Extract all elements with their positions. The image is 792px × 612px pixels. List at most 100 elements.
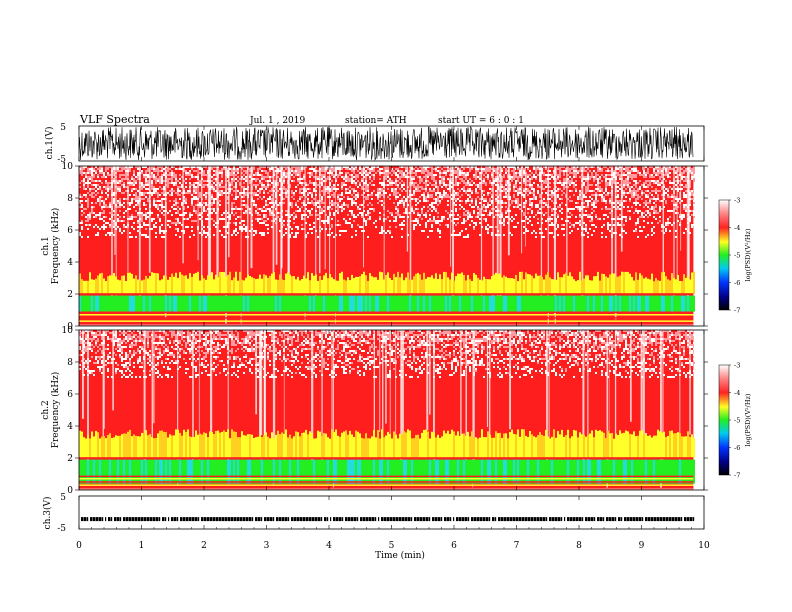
spec-speckle	[397, 212, 399, 214]
spec-yellow-band	[263, 274, 265, 294]
spec-speckle	[433, 206, 435, 208]
spec-green-band	[177, 295, 179, 312]
spec-speckle	[265, 180, 267, 182]
spec-speckle	[693, 200, 695, 202]
spec-speckle	[443, 170, 445, 172]
spec-speckle	[647, 172, 649, 174]
spec-speckle	[531, 224, 533, 226]
spec-speckle	[403, 202, 405, 204]
spec-speckle	[399, 172, 401, 174]
spec-speckle	[301, 168, 303, 170]
spec-speckle	[591, 216, 593, 218]
spec-speckle	[113, 170, 115, 172]
spec-speckle	[587, 190, 589, 192]
spec-speckle	[151, 212, 153, 214]
spec-speckle	[235, 186, 237, 188]
spec-speckle	[191, 204, 193, 206]
spec-speckle	[183, 196, 185, 198]
spec-green-band	[117, 295, 119, 312]
spec-speckle	[431, 220, 433, 222]
spec-speckle	[335, 190, 337, 192]
spec-speckle	[675, 204, 677, 206]
spec-speckle	[535, 166, 537, 168]
spec-speckle	[267, 198, 269, 200]
spec-yellow-band	[257, 278, 259, 294]
spec-speckle	[129, 202, 131, 204]
spec-speckle	[303, 202, 305, 204]
spec-speckle	[585, 170, 587, 172]
spec-speckle	[157, 196, 159, 198]
spec-speckle	[223, 166, 225, 168]
spec-speckle	[385, 184, 387, 186]
spec-speckle	[549, 224, 551, 226]
spec-speckle	[685, 170, 687, 172]
spec-speckle	[583, 176, 585, 178]
spec-speckle	[137, 196, 139, 198]
spec-speckle	[631, 174, 633, 176]
spec-yellow-band	[685, 277, 687, 294]
spec-speckle	[261, 178, 263, 180]
spec-speckle	[205, 194, 207, 196]
spec-speckle	[515, 198, 517, 200]
spec-speckle	[87, 216, 89, 218]
spec-green-band	[121, 295, 123, 312]
spec-speckle	[669, 216, 671, 218]
spec-speckle	[129, 194, 131, 196]
spec-speckle	[231, 168, 233, 170]
spec-speckle	[371, 180, 373, 182]
spec-speckle	[97, 184, 99, 186]
spec-speckle	[491, 168, 493, 170]
spec-speckle	[271, 226, 273, 228]
spec-yellow-band	[579, 271, 581, 294]
spec-speckle	[265, 186, 267, 188]
spec-speckle	[429, 208, 431, 210]
spec-speckle	[555, 178, 557, 180]
spec-speckle	[347, 198, 349, 200]
spec-speckle	[131, 198, 133, 200]
spec-speckle	[235, 198, 237, 200]
spec-speckle	[205, 192, 207, 194]
spec-speckle	[255, 206, 257, 208]
spec-speckle	[647, 186, 649, 188]
spec-speckle	[103, 216, 105, 218]
spec-speckle	[133, 198, 135, 200]
spec-speckle	[147, 168, 149, 170]
spec-speckle	[153, 218, 155, 220]
spec-speckle	[261, 218, 263, 220]
spec-speckle	[427, 170, 429, 172]
spec-speckle	[535, 204, 537, 206]
spec-speckle	[373, 176, 375, 178]
spec-speckle	[195, 220, 197, 222]
spec-speckle	[627, 180, 629, 182]
spec-speckle	[643, 202, 645, 204]
spec-speckle	[211, 218, 213, 220]
spec-speckle	[381, 228, 383, 230]
spec-speckle	[649, 214, 651, 216]
spec-speckle	[561, 190, 563, 192]
spec-speckle	[685, 196, 687, 198]
spec-speckle	[555, 200, 557, 202]
spec-speckle	[609, 184, 611, 186]
spec-speckle	[137, 202, 139, 204]
spec-speckle	[631, 190, 633, 192]
spec-speckle	[505, 184, 507, 186]
spec-yellow-band	[187, 278, 189, 294]
spec-speckle	[563, 172, 565, 174]
spec-speckle	[221, 180, 223, 182]
spec-speckle	[539, 180, 541, 182]
spec-speckle	[219, 186, 221, 188]
spec-streak	[614, 166, 617, 320]
spec-speckle	[389, 178, 391, 180]
spec-speckle	[653, 226, 655, 228]
spec-speckle	[573, 186, 575, 188]
spec-speckle	[467, 172, 469, 174]
spec-speckle	[447, 188, 449, 190]
spec-yellow-band	[85, 280, 87, 294]
spec-speckle	[237, 168, 239, 170]
spec-yellow-band	[303, 275, 305, 294]
spec-speckle	[689, 192, 691, 194]
spec-speckle	[163, 236, 165, 238]
spec-speckle	[403, 172, 405, 174]
spec-speckle	[531, 172, 533, 174]
spec-speckle	[285, 166, 287, 168]
